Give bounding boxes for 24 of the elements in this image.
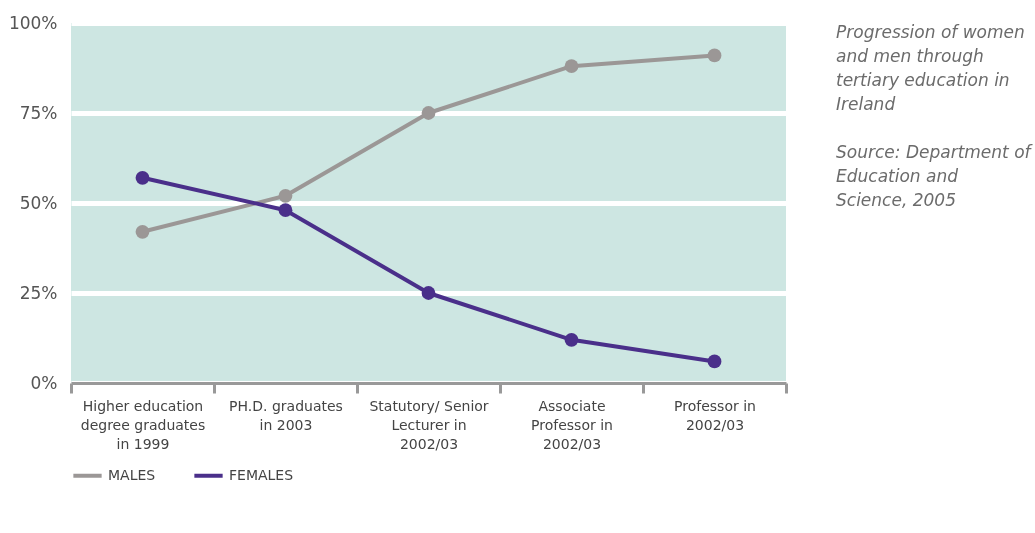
x-tick-label: Statutory/ Senior Lecturer in 2002/03	[369, 397, 489, 452]
point	[135, 224, 150, 239]
point	[421, 106, 436, 120]
point	[707, 354, 722, 369]
y-tick-label: 100%	[8, 12, 58, 33]
point	[135, 170, 150, 185]
x-tick-label: PH.D. graduates in 2003	[229, 397, 343, 433]
y-tick-label: 50%	[19, 192, 58, 213]
legend-label: FEMALES	[229, 466, 294, 483]
x-tick-label: Associate Professor in 2002/03	[531, 397, 613, 452]
legend-label: MALES	[108, 466, 156, 483]
y-tick-label: 75%	[19, 102, 58, 123]
y-tick-label: 0%	[30, 372, 58, 393]
x-tick-label: Higher education degree graduates in 1999	[80, 397, 206, 452]
point	[564, 332, 579, 347]
point	[707, 48, 722, 63]
text: Progression of women and men through tertiary education in Ireland	[836, 21, 1026, 116]
x-tick-label: Professor in 2002/03	[674, 397, 756, 433]
point	[278, 203, 293, 218]
y-tick-label: 25%	[19, 282, 58, 303]
point	[421, 286, 436, 300]
point	[278, 188, 293, 203]
source-note: Source: Department of Education and Science, 2005	[836, 141, 1032, 212]
point	[564, 59, 579, 74]
